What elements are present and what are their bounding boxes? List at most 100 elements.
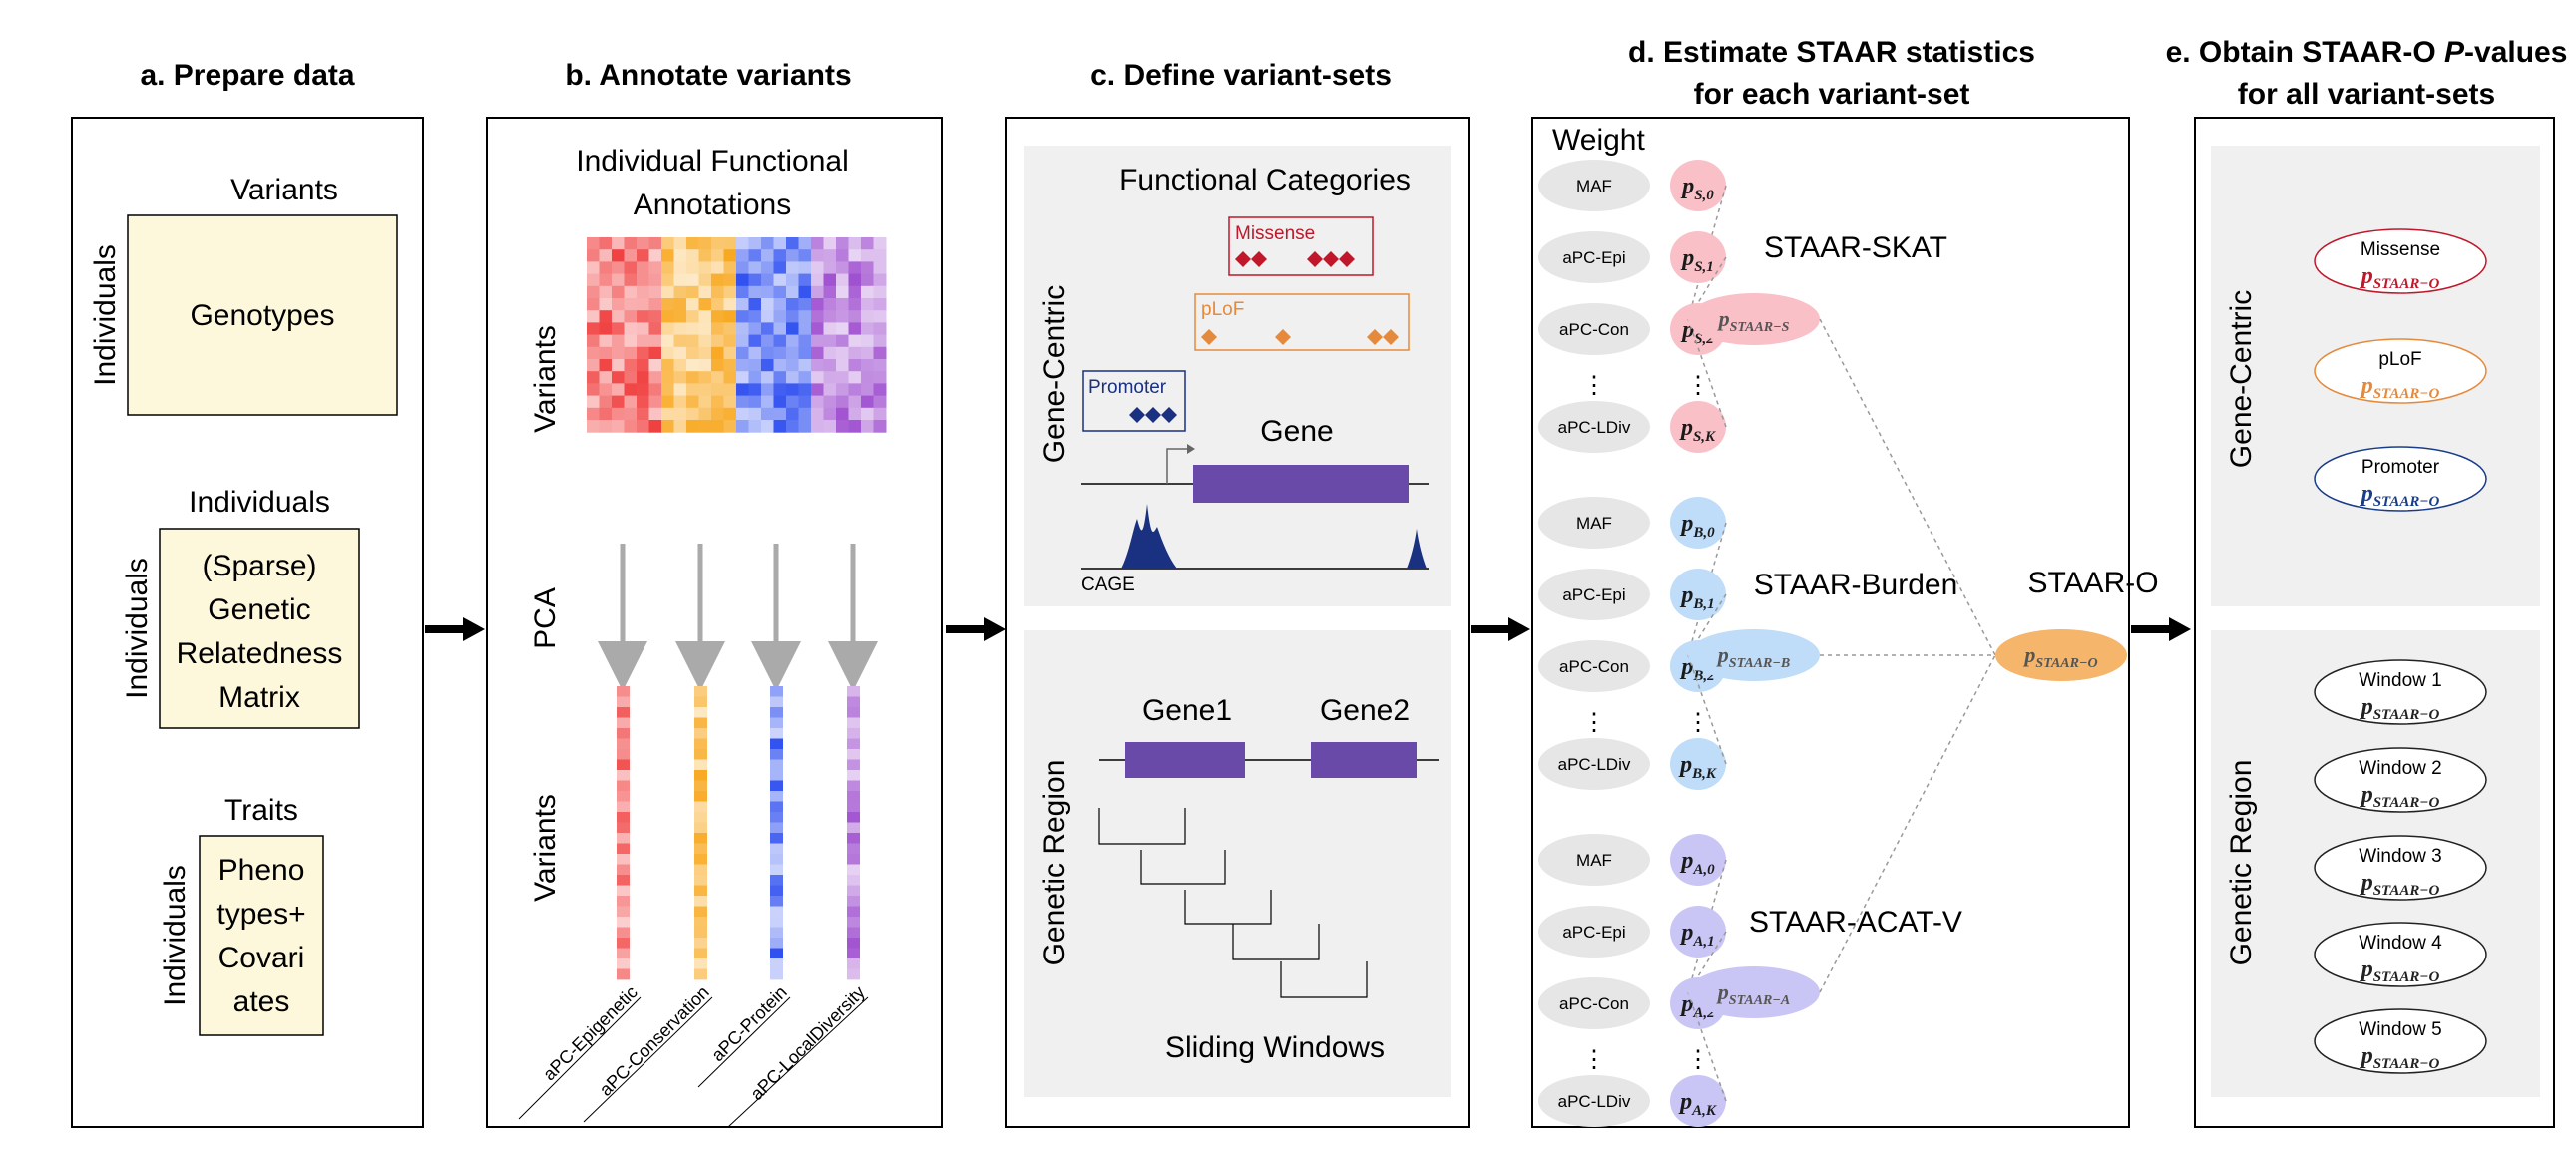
heatmap-cell [723,261,737,275]
heatmap-cell [761,346,774,360]
heatmap-cell [848,371,862,384]
apc-strip-cell [694,927,707,939]
heatmap-cell [748,346,762,360]
heatmap-cell [599,237,613,250]
heatmap-cell [648,237,662,250]
heatmap-cell [873,261,887,275]
heatmap-cell [823,237,837,250]
heatmap-cell [723,249,737,262]
heatmap-cell [811,298,824,311]
heatmap-cell [612,237,625,250]
apc-strip-cell [847,917,860,928]
panel-c-frame [1005,117,1470,1128]
apc-strip-cell [617,833,630,844]
heatmap-cell [873,237,887,250]
heatmap-cell [723,371,737,384]
heatmap-cell [811,322,824,336]
heatmap-cell [723,334,737,348]
weight-oval [1538,738,1650,790]
apc-strip-cell [617,854,630,865]
panel-e-header-2: for all variant-sets [2238,78,2495,111]
heatmap-cell [686,383,699,397]
heatmap-cell [661,298,674,311]
heatmap-cell [748,261,762,275]
heatmap-cell [773,383,787,397]
apc-strip-cell [694,938,707,949]
apc-strip-cell [617,780,630,792]
heatmap-cell [823,395,837,409]
traits-line-1: Pheno [218,854,305,887]
heatmap-cell [786,420,799,433]
heatmap-cell [848,420,862,433]
heatmap-cell [861,359,874,372]
heatmap-cell [873,407,887,421]
heatmap-cell [848,285,862,299]
flow-arrows [425,617,2191,641]
heatmap-cell [836,322,849,336]
heatmap-cell [698,273,712,287]
apc-strip-cell [617,791,630,802]
heatmap-cell [748,285,762,299]
weight-oval [1538,401,1650,453]
heatmap-cell [823,322,837,336]
heatmap-cell [612,273,625,287]
apc-strip-cell [770,843,783,855]
traits-box [199,835,324,1036]
apc-strip-cell [694,738,707,750]
heatmap-cell [861,346,874,360]
heatmap-cell [848,237,862,250]
weight-label-apc-con: aPC-Con [1559,994,1629,1013]
heatmap-cell [723,383,737,397]
heatmap-cell [823,298,837,311]
heatmap-cell [761,383,774,397]
heatmap-cell [723,298,737,311]
heatmap-cell [873,371,887,384]
heatmap-cell [761,285,774,299]
weight-label-apc-epi: aPC-Epi [1562,585,1625,604]
heatmap-cell [661,249,674,262]
heatmap-cell [748,310,762,323]
apc-strip-cell [847,696,860,708]
apc-strip-cell [847,948,860,959]
panel-e-header-p: P [2444,36,2465,69]
promoter-box [1082,370,1186,432]
heatmap-cell [637,395,649,409]
cage-label: CAGE [1081,574,1135,595]
heatmap-cell [698,285,712,299]
apc-strip-cell [847,791,860,802]
panel-e: e. Obtain STAAR-O P-values for all varia… [2166,36,2567,1128]
heatmap-cell [811,261,824,275]
p-to-combined-link [1687,991,1727,1102]
heatmap-cell [637,383,649,397]
apc-strip-cell [617,875,630,886]
heatmap-cell [624,395,638,409]
heatmap-cell [637,322,649,336]
heatmap-cell [637,334,649,348]
apc-strip-cell [847,749,860,760]
heatmap-cell [686,261,699,275]
apc-strip-cell [770,958,783,969]
heatmap-cell [748,395,762,409]
heatmap-cell [873,346,887,360]
missense-diamonds [1235,251,1355,267]
heatmap-cell [612,249,625,262]
heatmap-cell [648,249,662,262]
heatmap-cell [748,273,762,287]
heatmap-cell [673,273,687,287]
result-oval [2314,338,2487,404]
heatmap-cell [761,371,774,384]
heatmap-cell [637,237,649,250]
apc-strip-cell [770,864,783,876]
heatmap-cell [686,310,699,323]
heatmap-cell [612,407,625,421]
heatmap-cell [836,298,849,311]
heatmap-cell [811,407,824,421]
gene2-bar [1311,742,1417,778]
p-circle [1670,401,1726,453]
heatmap-cell [861,298,874,311]
